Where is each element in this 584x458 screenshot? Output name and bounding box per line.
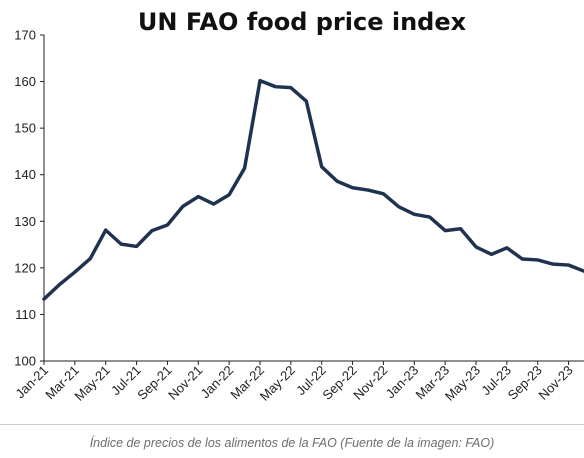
chart-svg: UN FAO food price index 1001101201301401… [12,8,584,404]
x-tick-label: May-23 [442,363,483,404]
image-caption: Índice de precios de los alimentos de la… [89,436,495,450]
y-tick-label: 140 [14,167,36,182]
series-line [42,78,584,301]
x-tick-label: May-21 [72,363,113,404]
chart-title: UN FAO food price index [138,8,467,36]
x-tick-label: May-22 [257,363,298,404]
x-axis-ticks: Jan-21Mar-21May-21Jul-21Sep-21Nov-21Jan-… [12,361,576,404]
line-chart: UN FAO food price index 100 110 120 130 140 1… [12,8,584,404]
y-axis-ticks: 100 110 120 130 140 150 160 170 [14,28,44,369]
y-tick-label: 150 [14,121,36,136]
x-tick-label: Nov-21 [165,363,205,403]
y-tick-label: 170 [14,28,36,43]
y-tick-label: 120 [14,260,36,275]
caption-divider [0,424,584,425]
y-tick-label: 100 [14,354,36,369]
y-tick-label: 160 [14,74,36,89]
x-tick-label: Nov-22 [350,363,390,403]
y-tick-label: 130 [14,214,36,229]
y-tick-label: 110 [15,307,36,322]
x-tick-label: Nov-23 [535,363,575,403]
